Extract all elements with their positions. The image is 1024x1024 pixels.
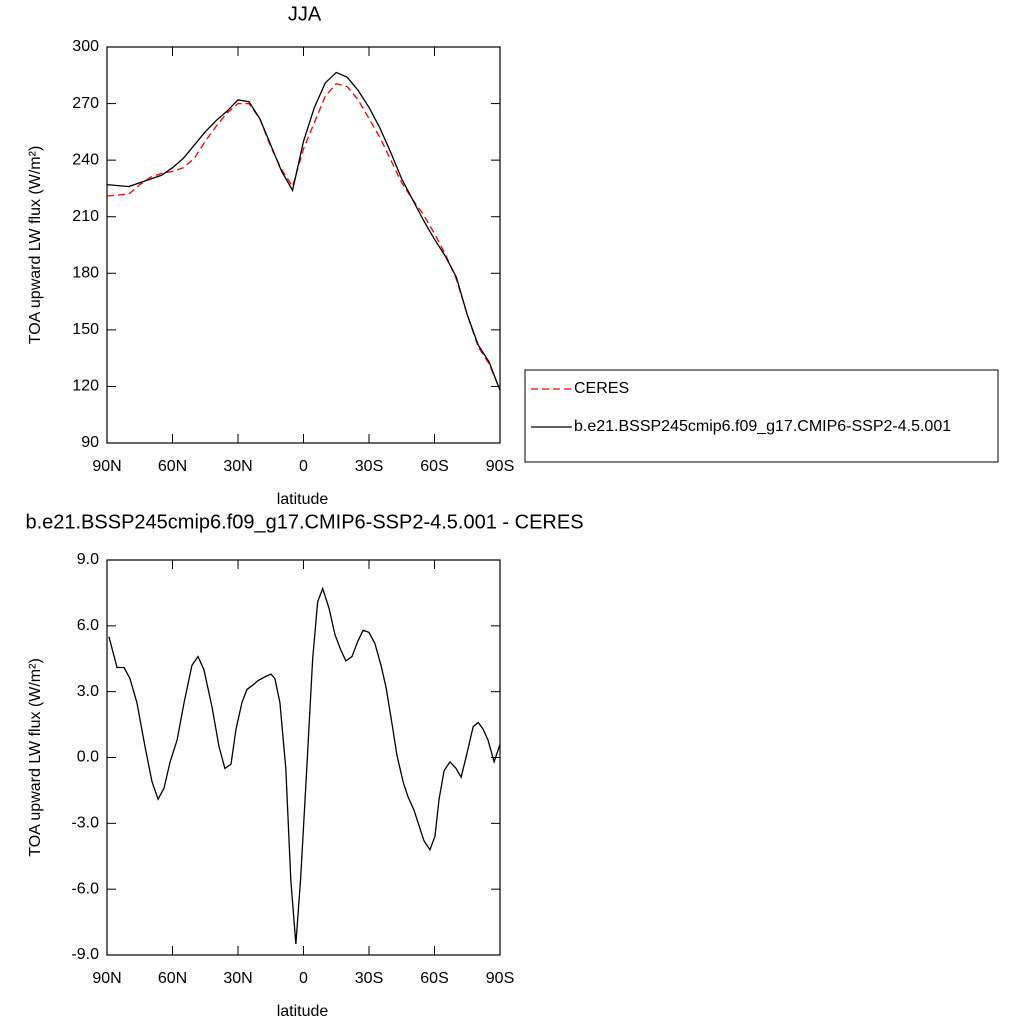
x-tick-label: 90S <box>486 458 514 475</box>
y-tick-label: 120 <box>72 378 99 395</box>
x-tick-label: 60S <box>420 458 448 475</box>
x-tick-label: 60S <box>420 970 448 987</box>
data-line <box>106 83 501 391</box>
y-tick-label: 6.0 <box>77 617 99 634</box>
data-line <box>108 586 501 945</box>
y-tick-label: 210 <box>72 208 99 225</box>
x-tick-label: 60N <box>158 970 187 987</box>
x-tick-label: 0 <box>299 970 308 987</box>
legend-label: CERES <box>574 380 629 397</box>
y-tick-label: 3.0 <box>77 683 99 700</box>
y-tick-label: 300 <box>72 38 99 55</box>
y-tick-label: 240 <box>72 151 99 168</box>
chart-title: b.e21.BSSP245cmip6.f09_g17.CMIP6-SSP2-4.… <box>25 511 583 533</box>
x-axis-label: latitude <box>277 1003 329 1020</box>
x-tick-label: 30N <box>223 970 252 987</box>
x-tick-label: 0 <box>299 458 308 475</box>
data-line <box>106 71 501 391</box>
x-tick-label: 90N <box>92 458 121 475</box>
y-axis-label: TOA upward LW flux (W/m²) <box>27 146 44 345</box>
x-tick-label: 30S <box>355 970 383 987</box>
x-tick-label: 30S <box>355 458 383 475</box>
y-tick-label: 9.0 <box>77 551 99 568</box>
y-tick-label: -9.0 <box>71 946 99 963</box>
y-tick-label: -3.0 <box>71 815 99 832</box>
x-tick-label: 90N <box>92 970 121 987</box>
y-tick-label: 0.0 <box>77 749 99 766</box>
y-tick-label: 150 <box>72 321 99 338</box>
legend-label: b.e21.BSSP245cmip6.f09_g17.CMIP6-SSP2-4.… <box>574 418 951 435</box>
plot-frame <box>106 46 501 444</box>
y-tick-label: 180 <box>72 265 99 282</box>
plot-frame <box>106 559 501 956</box>
x-axis-label: latitude <box>277 491 329 508</box>
y-axis-label: TOA upward LW flux (W/m²) <box>27 658 44 857</box>
chart-title: JJA <box>288 3 322 25</box>
y-tick-label: 270 <box>72 95 99 112</box>
x-tick-label: 90S <box>486 970 514 987</box>
y-tick-label: 90 <box>81 434 99 451</box>
x-tick-label: 60N <box>158 458 187 475</box>
legend-box <box>524 369 999 463</box>
x-tick-label: 30N <box>223 458 252 475</box>
y-tick-label: -6.0 <box>71 880 99 897</box>
